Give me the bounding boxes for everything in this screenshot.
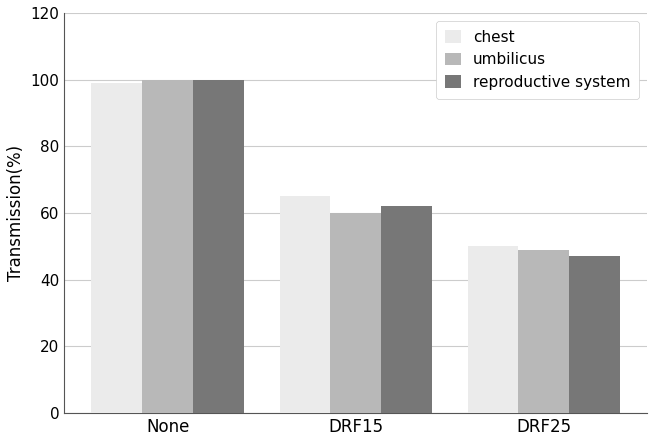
Bar [279, 196, 330, 413]
Bar [92, 83, 143, 413]
Bar [193, 80, 244, 413]
Legend: chest, umbilicus, reproductive system: chest, umbilicus, reproductive system [436, 20, 640, 99]
Bar [381, 206, 432, 413]
Bar [468, 246, 518, 413]
Bar [143, 80, 193, 413]
Bar [330, 213, 381, 413]
Y-axis label: Transmission(%): Transmission(%) [7, 145, 25, 281]
Bar [518, 250, 569, 413]
Bar [569, 256, 620, 413]
